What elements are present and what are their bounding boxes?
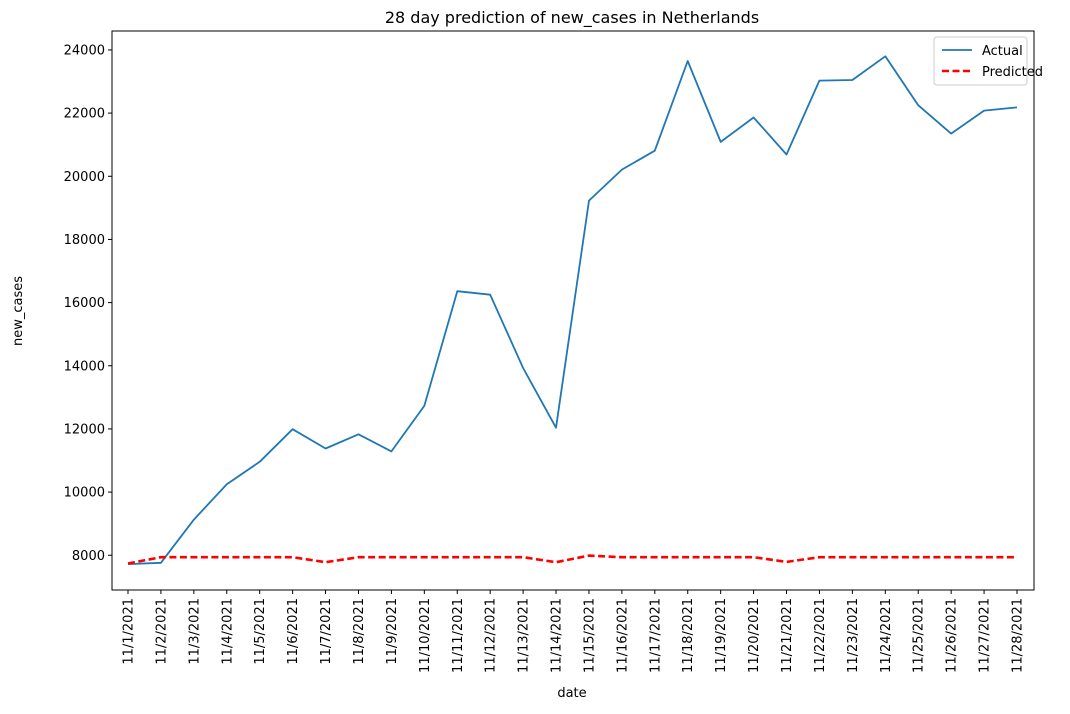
- x-tick-label: 11/21/2021: [780, 598, 795, 673]
- x-tick-label: 11/14/2021: [550, 598, 565, 673]
- x-tick-label: 11/16/2021: [615, 598, 630, 673]
- x-tick-label: 11/22/2021: [813, 598, 828, 673]
- y-tick-label: 14000: [64, 359, 105, 374]
- x-tick-label: 11/18/2021: [681, 598, 696, 673]
- y-tick-label: 8000: [72, 549, 105, 564]
- x-tick-label: 11/24/2021: [879, 598, 894, 673]
- y-tick-label: 12000: [64, 422, 105, 437]
- series-line-actual: [128, 56, 1017, 564]
- x-tick-label: 11/4/2021: [220, 598, 235, 665]
- axes-layer: 8000 10000 12000 14000 16000 18000 20000 22000 2…: [64, 43, 1026, 672]
- x-tick-label: 11/15/2021: [582, 598, 597, 673]
- chart-title: 28 day prediction of new_cases in Nether…: [385, 8, 759, 28]
- series-line-predicted: [128, 556, 1017, 564]
- y-tick-label: 16000: [64, 296, 105, 311]
- x-tick-label: 11/2/2021: [154, 598, 169, 665]
- x-tick-label: 11/28/2021: [1011, 598, 1026, 673]
- x-tick-label: 11/11/2021: [451, 598, 466, 673]
- y-tick-label: 24000: [64, 43, 105, 58]
- x-tick-label: 11/12/2021: [484, 598, 499, 673]
- x-tick-label: 11/19/2021: [714, 598, 729, 673]
- y-tick-label: 20000: [64, 170, 105, 185]
- x-tick-label: 11/1/2021: [122, 598, 137, 665]
- x-tick-label: 11/6/2021: [286, 598, 301, 665]
- legend-label-actual: Actual: [982, 44, 1023, 59]
- x-tick-label: 11/9/2021: [385, 598, 400, 665]
- y-tick-label: 18000: [64, 233, 105, 248]
- x-axis-title: date: [557, 686, 586, 701]
- x-tick-label: 11/23/2021: [846, 598, 861, 673]
- x-tick-label: 11/5/2021: [253, 598, 268, 665]
- x-tick-label: 11/20/2021: [747, 598, 762, 673]
- y-tick-label: 10000: [64, 486, 105, 501]
- x-tick-label: 11/17/2021: [648, 598, 663, 673]
- series-layer: [128, 56, 1017, 564]
- x-tick-label: 11/8/2021: [352, 598, 367, 665]
- x-tick-label: 11/26/2021: [945, 598, 960, 673]
- y-tick-label: 22000: [64, 107, 105, 122]
- legend-label-predicted: Predicted: [982, 65, 1043, 80]
- legend: Actual Predicted: [934, 37, 1043, 85]
- x-tick-label: 11/27/2021: [978, 598, 993, 673]
- x-tick-label: 11/10/2021: [418, 598, 433, 673]
- x-tick-label: 11/13/2021: [517, 598, 532, 673]
- x-tick-label: 11/3/2021: [187, 598, 202, 665]
- y-axis-title: new_cases: [11, 276, 26, 346]
- x-tick-label: 11/25/2021: [912, 598, 927, 673]
- x-tick-label: 11/7/2021: [319, 598, 334, 665]
